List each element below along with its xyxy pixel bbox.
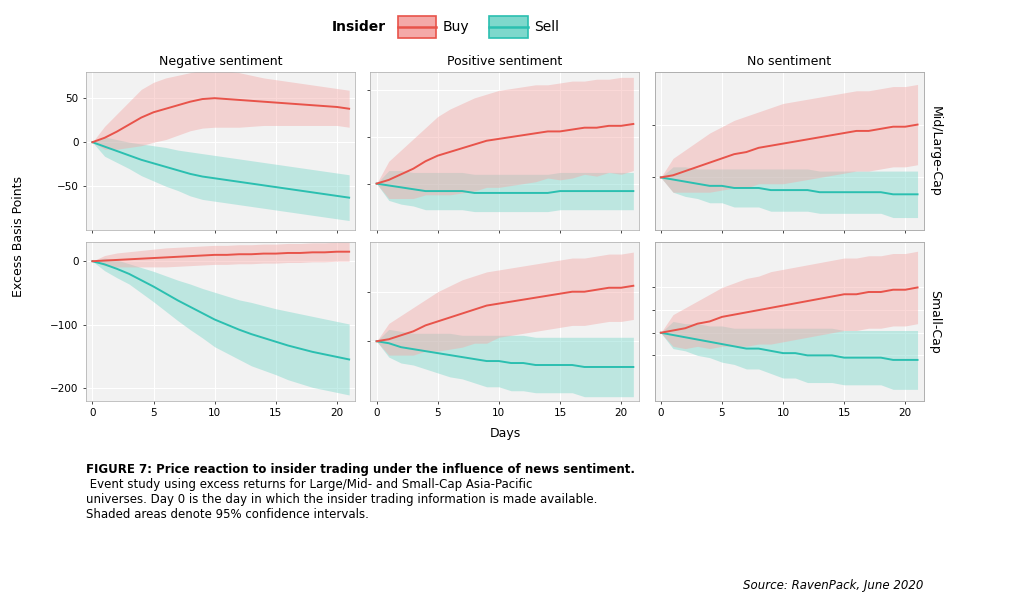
- Text: FIGURE 7: Price reaction to insider trading under the influence of news sentimen: FIGURE 7: Price reaction to insider trad…: [86, 463, 635, 476]
- Text: Sell: Sell: [534, 20, 559, 34]
- Text: Days: Days: [489, 427, 521, 440]
- Y-axis label: Small-Cap: Small-Cap: [929, 289, 941, 353]
- Text: Event study using excess returns for Large/Mid- and Small-Cap Asia-Pacific
unive: Event study using excess returns for Lar…: [86, 463, 598, 521]
- Text: Buy: Buy: [443, 20, 469, 34]
- Text: Excess Basis Points: Excess Basis Points: [12, 176, 24, 297]
- Text: Source: RavenPack, June 2020: Source: RavenPack, June 2020: [743, 579, 924, 592]
- Text: Insider: Insider: [332, 20, 386, 34]
- Title: Negative sentiment: Negative sentiment: [159, 55, 282, 68]
- Title: Positive sentiment: Positive sentiment: [448, 55, 562, 68]
- Y-axis label: Mid/Large-Cap: Mid/Large-Cap: [929, 106, 941, 196]
- Title: No sentiment: No sentiment: [747, 55, 831, 68]
